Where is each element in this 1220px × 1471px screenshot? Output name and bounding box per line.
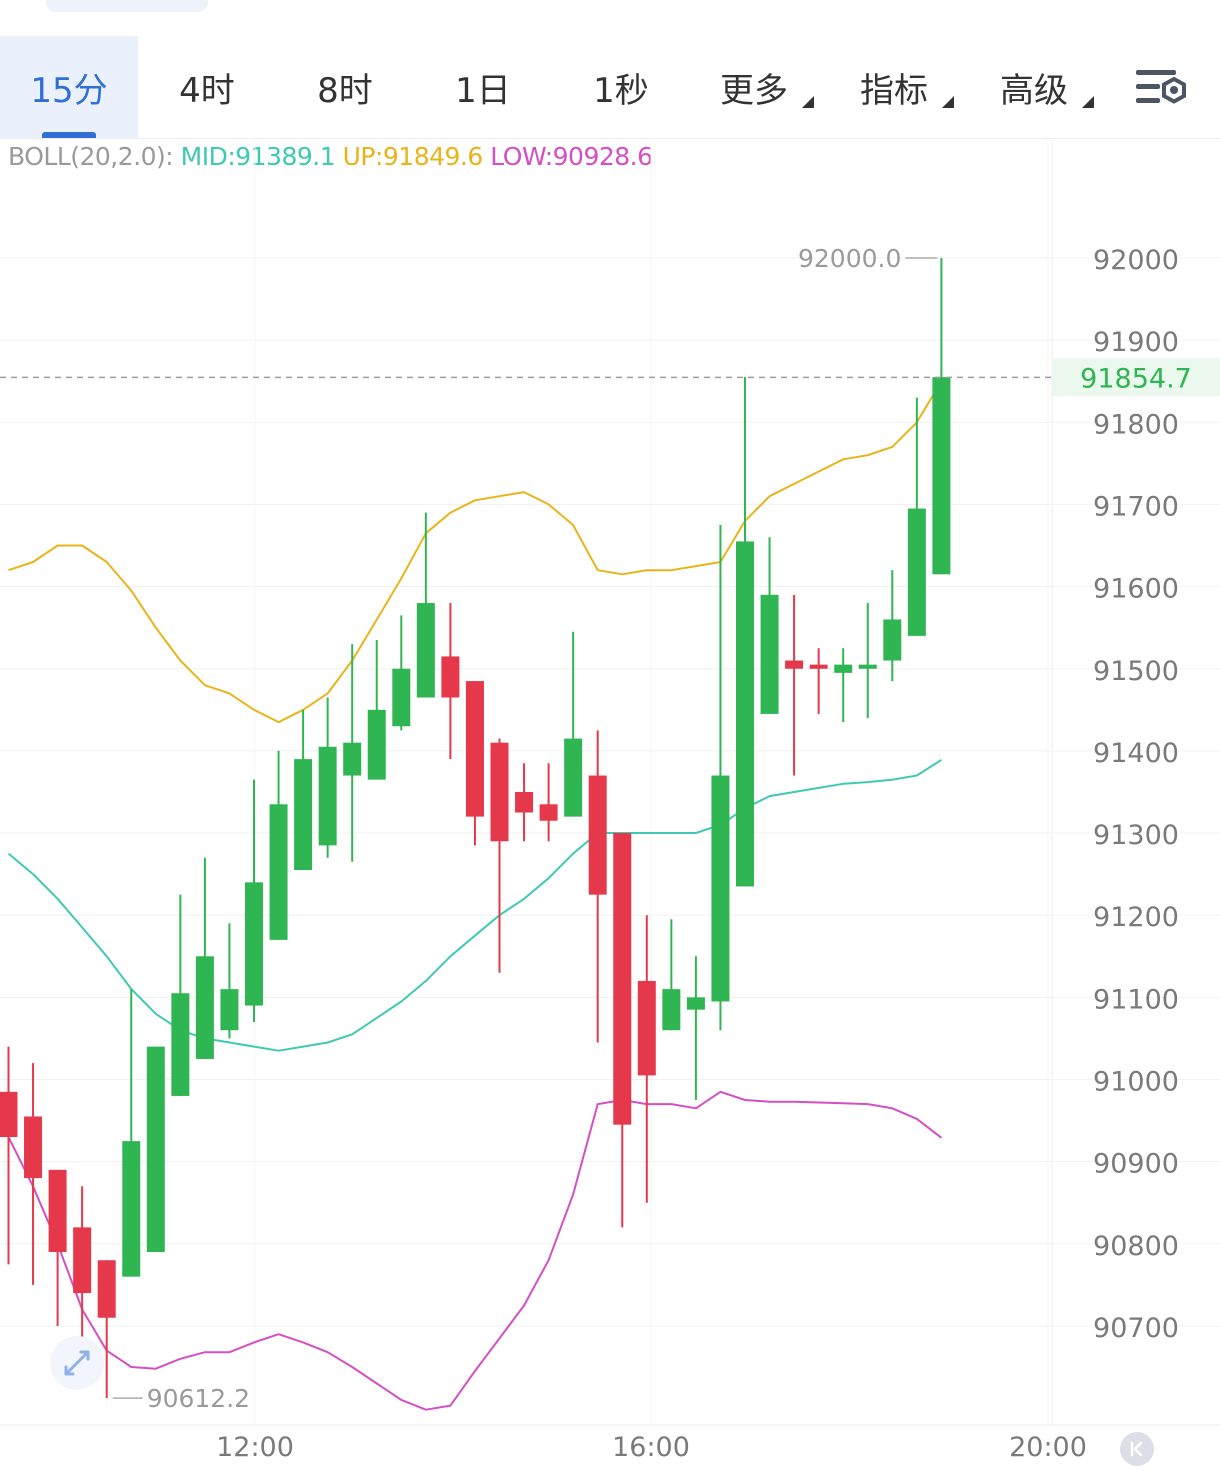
candle-body [392, 668, 411, 727]
candle-body [97, 1260, 116, 1318]
candle-body [195, 956, 214, 1059]
candle-body [564, 738, 583, 817]
candle-body [294, 759, 313, 871]
y-tick-label: 90700 [1093, 1313, 1179, 1344]
candle-body [318, 746, 337, 846]
boll-mid-value: MID:91389.1 [180, 142, 336, 171]
candle-body [637, 980, 656, 1076]
y-tick-label: 91900 [1093, 327, 1179, 358]
x-tick-label: 16:00 [612, 1432, 690, 1463]
y-tick-label: 91400 [1093, 738, 1179, 769]
current-price-label: 91854.7 [1080, 363, 1192, 394]
dropdown-corner-icon [1082, 96, 1094, 108]
candle-body [785, 660, 804, 669]
candle-body [441, 656, 460, 698]
tab-label: 更多 [720, 70, 788, 111]
candle-body [858, 664, 877, 669]
tab-label: 8时 [317, 70, 373, 111]
candle-body [539, 804, 558, 821]
candle-body [907, 508, 926, 636]
candle-body [245, 882, 263, 1006]
candle-body [73, 1227, 92, 1294]
candle-body [171, 993, 190, 1096]
candle-body [736, 541, 754, 887]
boll-middle-line [7, 759, 942, 1052]
max-price-label: 92000.0 [798, 244, 901, 273]
candle-body [220, 989, 239, 1031]
candle-body [760, 594, 779, 714]
candle-body [343, 742, 362, 776]
dropdown-corner-icon [942, 96, 954, 108]
tab-advanced[interactable]: 高级 [970, 36, 1098, 138]
candle-body [146, 1046, 165, 1253]
candle-body [883, 619, 902, 661]
candle-body [588, 775, 607, 895]
tab-label: 4时 [179, 70, 235, 111]
y-tick-label: 90900 [1093, 1149, 1179, 1180]
y-tick-label: 91800 [1093, 409, 1179, 440]
tab-more[interactable]: 更多 [690, 36, 818, 138]
tab-label: 高级 [1000, 70, 1068, 111]
y-tick-label: 91700 [1093, 491, 1179, 522]
tab-label: 1秒 [593, 70, 649, 111]
candle-body [686, 997, 705, 1010]
y-tick-label: 91100 [1093, 984, 1179, 1015]
candle-body [122, 1141, 141, 1277]
x-tick-label: 12:00 [216, 1432, 294, 1463]
tab-label: 15分 [30, 70, 108, 111]
expand-icon[interactable] [50, 1336, 104, 1390]
tab-1s[interactable]: 1秒 [552, 36, 690, 138]
min-price-label: 90612.2 [147, 1384, 250, 1413]
chart-settings-icon[interactable] [1134, 66, 1190, 112]
candle-body [367, 709, 386, 780]
dropdown-corner-icon [802, 96, 814, 108]
y-tick-label: 91600 [1093, 574, 1179, 605]
y-tick-label: 91500 [1093, 656, 1179, 687]
y-tick-label: 91300 [1093, 820, 1179, 851]
candle-body [48, 1169, 67, 1253]
candle-body [932, 377, 951, 575]
x-tick-label: 20:00 [1009, 1432, 1087, 1463]
y-tick-label: 92000 [1093, 245, 1179, 276]
tab-label: 指标 [860, 70, 928, 111]
y-tick-label: 90800 [1093, 1231, 1179, 1262]
boll-indicator-legend: BOLL(20,2.0): MID:91389.1 UP:91849.6 LOW… [8, 140, 653, 174]
current-price-tag [1052, 358, 1220, 397]
boll-low-value: LOW:90928.6 [490, 142, 653, 171]
tab-8h[interactable]: 8时 [276, 36, 414, 138]
candle-body [662, 989, 681, 1031]
boll-lower-line [7, 1090, 943, 1411]
candle-body [711, 775, 730, 1002]
candle-body [24, 1116, 43, 1179]
interval-tab-bar: 15分 4时 8时 1日 1秒 更多 指标 高级 [0, 36, 1220, 139]
candle-body [465, 681, 484, 817]
candle-body [416, 603, 435, 698]
candle-body [809, 664, 828, 669]
top-pill [46, 0, 208, 12]
tab-1d[interactable]: 1日 [414, 36, 552, 138]
candle-body [515, 791, 534, 813]
active-tab-indicator [42, 132, 96, 138]
scroll-to-latest-icon[interactable] [1120, 1432, 1154, 1466]
candlestick-chart[interactable]: 92000 91900 91800 91700 91600 91500 91400 91300… [0, 140, 1220, 1471]
candle-body [834, 664, 853, 673]
boll-up-value: UP:91849.6 [342, 142, 484, 171]
candle-body [0, 1091, 18, 1138]
y-tick-label: 91000 [1093, 1067, 1179, 1098]
y-tick-label: 91200 [1093, 902, 1179, 933]
tab-indicators[interactable]: 指标 [830, 36, 958, 138]
tab-4h[interactable]: 4时 [138, 36, 276, 138]
candle-body [613, 833, 632, 1125]
boll-upper-line [8, 380, 943, 724]
tab-15min[interactable]: 15分 [0, 36, 138, 138]
candle-body [269, 804, 288, 940]
tab-label: 1日 [455, 70, 511, 111]
candle-body [490, 742, 509, 842]
boll-name: BOLL(20,2.0): [8, 142, 174, 171]
